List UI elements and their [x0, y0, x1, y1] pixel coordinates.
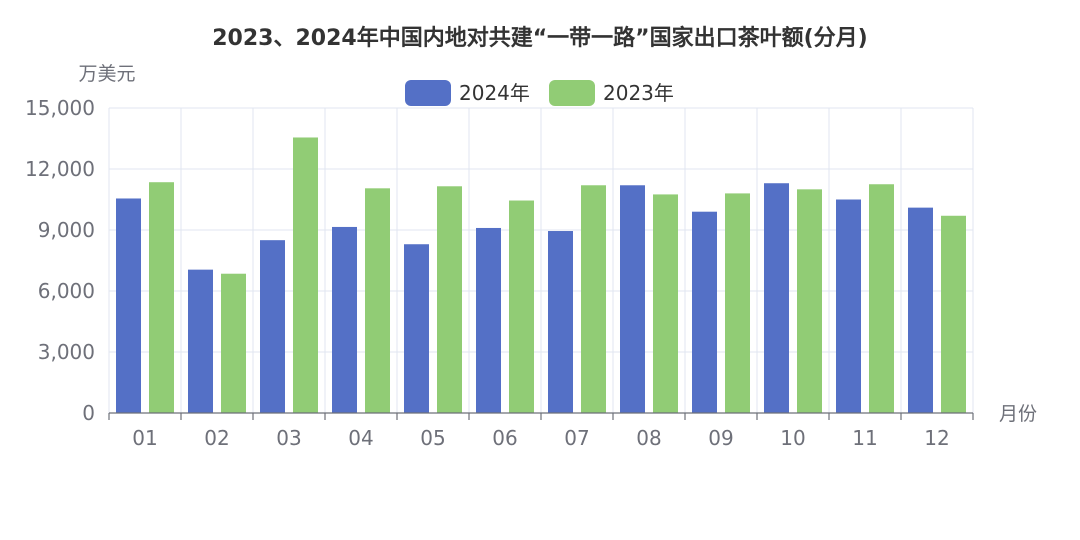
x-tick-label: 06 [492, 426, 517, 450]
bar-series2-12 [941, 215, 966, 413]
bar-series1-02 [188, 269, 213, 413]
gridlines [108, 107, 974, 413]
x-tick-label: 08 [636, 426, 661, 450]
y-tick-label: 9,000 [38, 218, 95, 242]
bar-series1-08 [620, 185, 645, 413]
y-tick-label: 3,000 [38, 340, 95, 364]
legend-label: 2024年 [459, 81, 530, 105]
bar-series1-06 [476, 227, 501, 413]
x-tick-label: 01 [132, 426, 157, 450]
bar-series1-05 [404, 244, 429, 413]
bar-series1-09 [692, 211, 717, 413]
bar-series2-11 [869, 184, 894, 413]
bar-series2-04 [365, 188, 390, 413]
y-tick-label: 15,000 [25, 96, 95, 120]
x-tick-label: 11 [852, 426, 877, 450]
bar-series1-10 [764, 183, 789, 413]
bar-series1-03 [260, 240, 285, 413]
bars [116, 137, 966, 413]
legend-label: 2023年 [603, 81, 674, 105]
legend-swatch [405, 80, 451, 106]
y-tick-label: 0 [82, 401, 95, 425]
bar-series2-05 [437, 186, 462, 413]
bar-series2-07 [581, 185, 606, 413]
x-tick-label: 03 [276, 426, 301, 450]
x-tick-label: 07 [564, 426, 589, 450]
bar-series1-12 [908, 207, 933, 413]
x-tick-label: 09 [708, 426, 733, 450]
bar-series1-07 [548, 231, 573, 413]
bar-series2-01 [149, 182, 174, 413]
y-tick-label: 12,000 [25, 157, 95, 181]
bar-series1-04 [332, 226, 357, 413]
x-tick-label: 12 [924, 426, 949, 450]
y-axis-label: 万美元 [78, 63, 135, 85]
bar-series1-01 [116, 198, 141, 413]
x-tick-label: 05 [420, 426, 445, 450]
bar-series2-08 [653, 194, 678, 413]
legend: 2024年 2023年 [405, 80, 674, 106]
legend-swatch [549, 80, 595, 106]
x-axis-label: 月份 [999, 403, 1037, 425]
x-tick-label: 10 [780, 426, 805, 450]
bar-series2-02 [221, 273, 246, 413]
bar-series2-09 [725, 193, 750, 413]
y-tick-label: 6,000 [38, 279, 95, 303]
bar-series2-03 [293, 137, 318, 413]
x-tick-label: 02 [204, 426, 229, 450]
chart-title: 2023、2024年中国内地对共建“一带一路”国家出口茶叶额(分月) [212, 25, 868, 51]
x-tick-label: 04 [348, 426, 373, 450]
axes: 0 3,000 6,000 9,000 12,000 15,000 01 02 03 04 05 06… [25, 96, 974, 450]
bar-series1-11 [836, 199, 861, 413]
bar-series2-10 [797, 189, 822, 413]
bar-series2-06 [509, 200, 534, 413]
